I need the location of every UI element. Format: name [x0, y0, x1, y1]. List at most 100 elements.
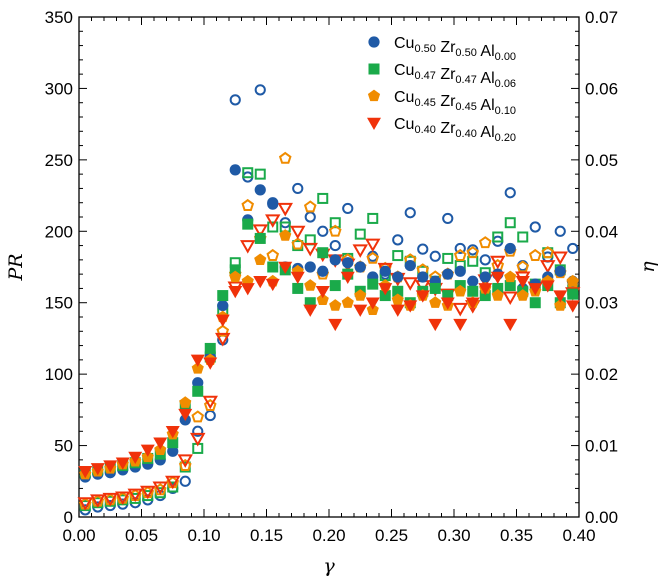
eta-point-s4	[490, 255, 506, 270]
pr-point-s4	[328, 318, 343, 332]
pr-point-s4	[390, 304, 405, 317]
pr-point-s4	[265, 278, 280, 292]
eta-point-s2	[254, 168, 266, 180]
eta-point-s3	[528, 248, 542, 261]
eta-point-s4	[552, 251, 568, 266]
pr-point-s2	[467, 285, 479, 297]
x-tick-labels: 0.00 0.05 0.10 0.15 0.20 0.25 0.30 0.35 0.40	[62, 526, 595, 545]
eta-point-s3	[178, 458, 192, 471]
eta-point-s1	[329, 239, 341, 252]
pr-point-s2	[392, 285, 404, 297]
pr-point-s4	[353, 304, 368, 317]
x-tick-label: 0.30	[437, 526, 470, 545]
eta-point-s1	[304, 211, 316, 223]
eta-point-s2	[517, 231, 529, 243]
pr-point-s4	[165, 426, 180, 439]
eta-point-s2	[367, 212, 379, 224]
pr-point-s1	[442, 268, 454, 280]
eta-point-s4	[265, 214, 281, 228]
pr-point-s3	[391, 293, 404, 306]
eta-point-s2	[392, 250, 404, 262]
pr-point-s4	[178, 408, 193, 422]
pr-point-s1	[554, 265, 566, 277]
eta-point-s2	[354, 228, 366, 240]
pr-point-s2	[567, 288, 579, 300]
pr-point-s3	[341, 296, 354, 308]
y-tick-label: 150	[45, 294, 73, 313]
eta-point-s4	[152, 481, 168, 496]
eta-point-s1	[392, 234, 404, 246]
eta-point-s3	[366, 251, 380, 264]
eta-point-s3	[266, 248, 280, 261]
axis-ticks	[78, 16, 580, 518]
eta-point-s2	[467, 255, 479, 267]
pr-point-s2	[229, 264, 241, 276]
pr-point-s4	[528, 283, 543, 296]
y2-tick-label: 0.05	[585, 151, 618, 170]
eta-point-s2	[167, 481, 179, 493]
pr-point-s1	[229, 164, 241, 176]
pr-point-s1	[379, 265, 391, 277]
pr-point-s3	[554, 299, 567, 311]
eta-point-s3	[328, 224, 342, 237]
pr-point-s2	[192, 385, 204, 397]
pr-point-s2	[367, 278, 379, 290]
eta-point-s4	[215, 332, 231, 347]
pr-point-s2	[329, 280, 341, 292]
eta-point-s3	[303, 200, 317, 213]
x-tick-label: 0.25	[375, 526, 408, 545]
pr-point-s1	[392, 271, 404, 283]
pr-point-s3	[504, 270, 517, 283]
pr-point-s4	[340, 271, 355, 284]
eta-point-s4	[140, 485, 156, 500]
eta-point-s1	[504, 187, 516, 199]
eta-point-s2	[442, 252, 454, 264]
pr-point-s4	[303, 304, 318, 317]
y2-tick-label: 0.06	[585, 79, 618, 98]
legend-marker	[367, 89, 381, 102]
pr-point-s2	[379, 290, 391, 302]
pr-point-s4	[378, 283, 393, 296]
pr-point-s4	[515, 276, 530, 289]
eta-point-s4	[352, 244, 368, 258]
pr-point-s4	[465, 297, 480, 310]
eta-point-s1	[179, 475, 191, 487]
pr-point-s1	[267, 197, 279, 209]
pr-point-s3	[229, 270, 242, 283]
eta-point-s3	[241, 198, 255, 211]
pr-point-s4	[140, 444, 155, 457]
pr-point-s4	[153, 437, 168, 450]
legend-label: Cu0.45 Zr0.45 Al0.10	[394, 89, 516, 117]
eta-point-s1	[404, 207, 416, 219]
pr-point-s3	[191, 362, 204, 374]
x-tick-label: 0.20	[312, 526, 345, 545]
y-tick-label: 300	[45, 79, 73, 98]
pr-point-s1	[217, 299, 229, 312]
pr-point-s4	[490, 271, 505, 284]
pr-point-s2	[304, 297, 316, 309]
pr-point-s1	[504, 242, 516, 255]
y-tick-labels: 0 50 100 150 200 250 300 350	[45, 8, 73, 527]
pr-point-s4	[190, 354, 205, 367]
pr-point-s3	[279, 229, 292, 241]
pr-point-s4	[215, 314, 230, 327]
eta-point-s2	[329, 217, 341, 229]
eta-point-s2	[504, 217, 516, 229]
x-tick-label: 0.10	[187, 526, 220, 545]
eta-point-s2	[492, 231, 504, 243]
legend-marker	[368, 36, 380, 48]
eta-point-s4	[277, 202, 293, 217]
pr-point-s3	[354, 289, 367, 301]
pr-point-s2	[204, 342, 216, 354]
x-tick-label: 0.00	[62, 526, 95, 545]
pr-point-s4	[565, 300, 580, 313]
eta-point-s4	[240, 240, 256, 254]
pr-point-s1	[467, 275, 479, 287]
pr-point-s4	[78, 466, 93, 479]
pr-point-s4	[503, 318, 518, 332]
eta-point-s2	[267, 221, 279, 233]
pr-point-s2	[492, 282, 504, 294]
pr-point-s2	[292, 282, 304, 294]
y-tick-label: 50	[54, 437, 73, 456]
eta-point-s1	[192, 425, 204, 437]
